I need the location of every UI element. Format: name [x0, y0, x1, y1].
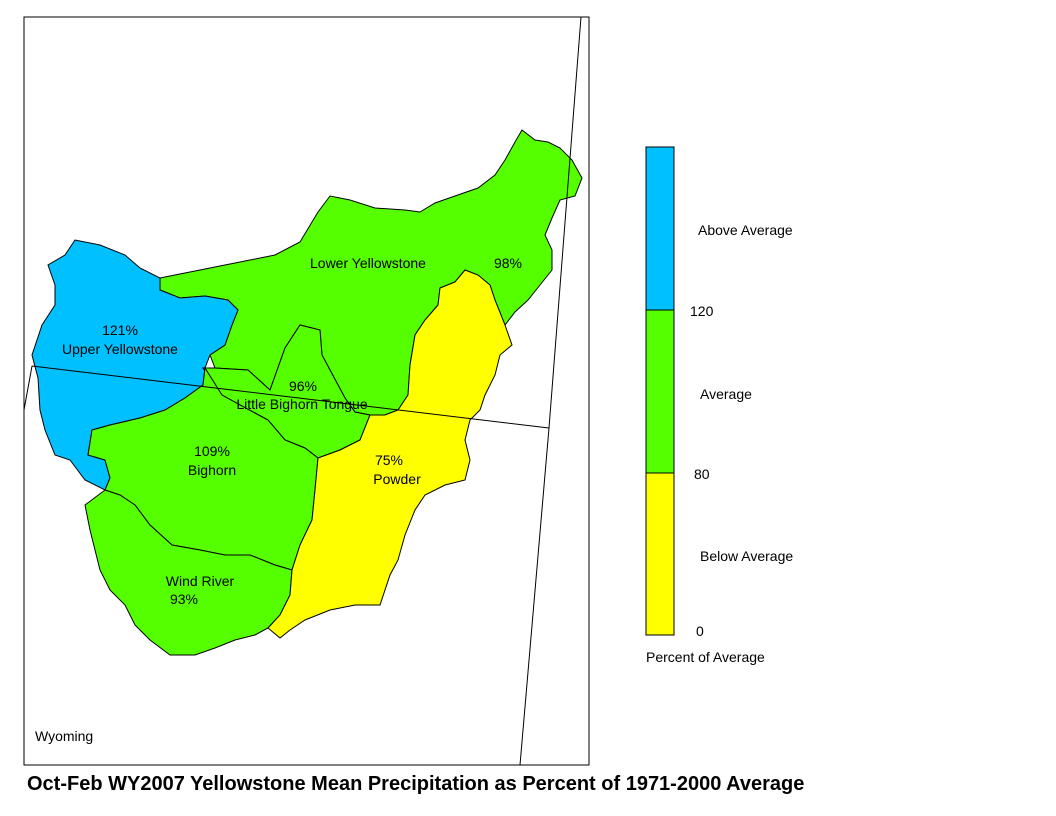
state-line-north: [31, 365, 550, 429]
label-upper-yellowstone-name: Upper Yellowstone: [62, 341, 178, 357]
label-little-bighorn-percent: 96%: [289, 378, 317, 394]
legend-break-0: 0: [696, 623, 704, 639]
legend-label-below: Below Average: [700, 548, 793, 564]
label-lower-yellowstone-percent: 98%: [494, 255, 522, 271]
label-powder-percent: 75%: [375, 452, 403, 468]
state-line-east-upper: [548, 16, 582, 429]
legend-title: Percent of Average: [646, 649, 765, 665]
label-wind-river-name: Wind River: [166, 573, 235, 589]
figure-title: Oct-Feb WY2007 Yellowstone Mean Precipit…: [27, 773, 805, 795]
label-powder-name: Powder: [373, 471, 421, 487]
label-wind-river-percent: 93%: [170, 591, 198, 607]
state-line-west: [23, 365, 33, 411]
legend-swatch-above: [646, 147, 674, 310]
basin-polygons: [31, 129, 583, 656]
state-boundaries: [23, 16, 582, 766]
legend: Above Average Average Below Average 120 …: [645, 146, 793, 665]
basin-labels: 121% Upper Yellowstone Lower Yellowstone…: [35, 255, 522, 744]
state-label-wyoming: Wyoming: [35, 728, 93, 744]
basin-powder: [267, 269, 513, 639]
legend-outline: [645, 146, 675, 636]
label-little-bighorn-name: Little Bighorn Tongue: [236, 396, 367, 412]
legend-break-80: 80: [694, 466, 710, 482]
label-lower-yellowstone-name: Lower Yellowstone: [310, 255, 426, 271]
legend-swatch-below: [646, 473, 674, 635]
legend-break-120: 120: [690, 303, 714, 319]
label-upper-yellowstone-percent: 121%: [102, 322, 138, 338]
legend-label-average: Average: [700, 386, 752, 402]
label-bighorn-percent: 109%: [194, 443, 230, 459]
legend-swatch-average: [646, 310, 674, 473]
state-line-east-lower: [519, 427, 550, 766]
legend-label-above: Above Average: [698, 222, 793, 238]
label-bighorn-name: Bighorn: [188, 462, 236, 478]
